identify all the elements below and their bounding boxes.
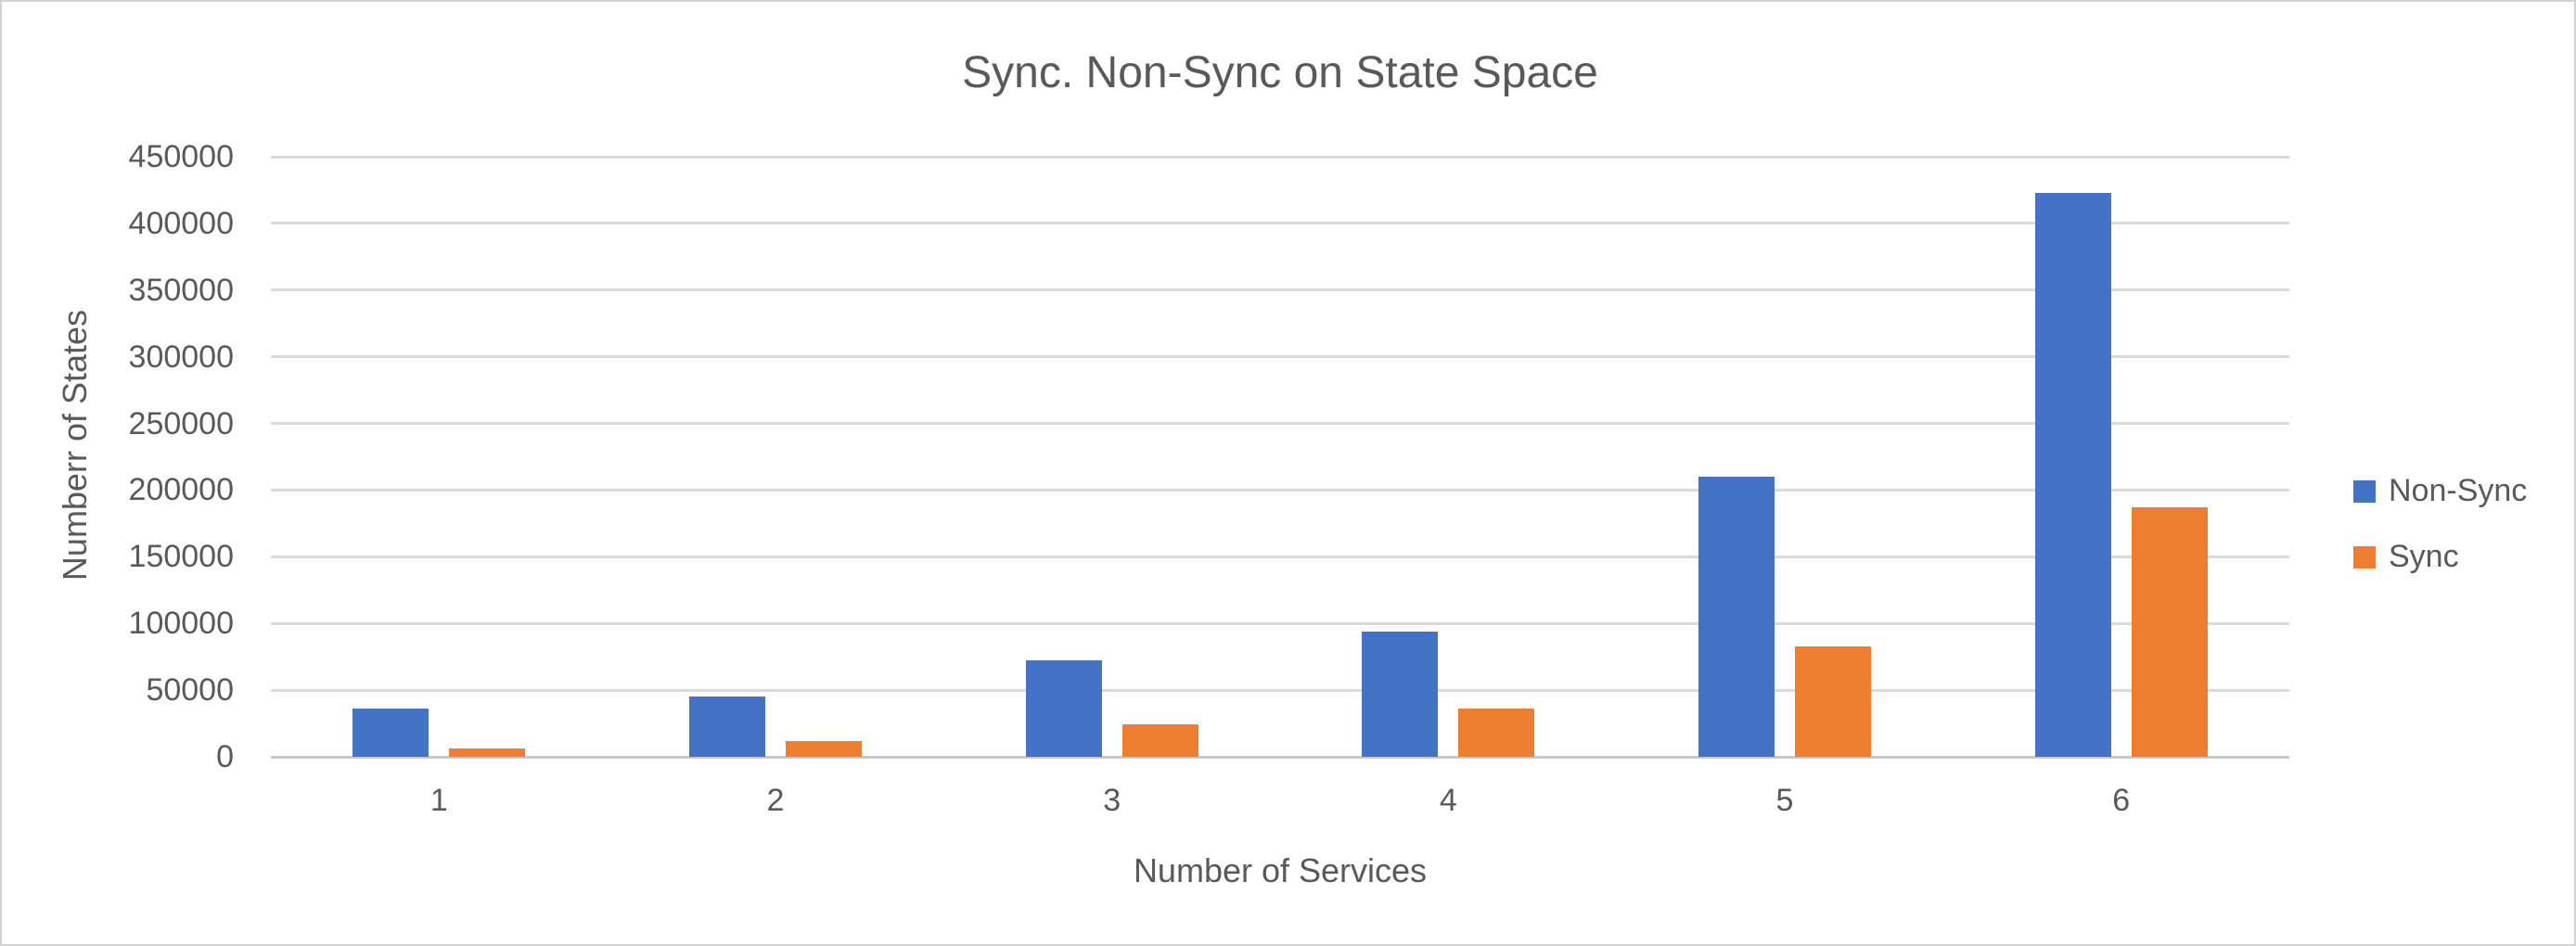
bar-non-sync-4 — [1362, 631, 1439, 757]
bar-sync-5 — [1795, 646, 1871, 757]
x-tick-label: 4 — [1439, 783, 1457, 818]
legend-swatch-non-sync — [2353, 479, 2376, 503]
x-tick-label: 1 — [429, 783, 448, 818]
bar-sync-6 — [2131, 507, 2208, 757]
gridline — [271, 155, 2289, 159]
y-tick-label: 0 — [216, 739, 234, 774]
gridline — [271, 621, 2289, 625]
bar-non-sync-6 — [2034, 192, 2111, 757]
bar-non-sync-1 — [352, 708, 429, 757]
x-axis-baseline — [271, 755, 2289, 759]
x-tick-label: 2 — [766, 783, 785, 818]
bar-sync-1 — [449, 748, 526, 757]
y-axis-title-text: Numberr of States — [56, 309, 94, 582]
y-tick-label: 300000 — [128, 339, 234, 375]
bar-sync-3 — [1121, 724, 1198, 757]
y-tick-label: 400000 — [128, 205, 234, 241]
x-tick-label: 3 — [1103, 783, 1121, 818]
y-tick-label: 100000 — [128, 606, 234, 642]
legend-label-sync: Sync — [2389, 539, 2459, 574]
bar-non-sync-2 — [689, 696, 765, 757]
gridline — [271, 222, 2289, 225]
x-tick-label: 5 — [1775, 783, 1794, 818]
chart-title: Sync. Non-Sync on State Space — [962, 48, 1598, 97]
gridline — [271, 355, 2289, 359]
legend-item-non-sync: Non-Sync — [2353, 473, 2527, 509]
gridline — [271, 555, 2289, 558]
x-axis-title: Number of Services — [1133, 851, 1428, 889]
legend-item-sync: Sync — [2353, 539, 2527, 575]
legend-swatch-sync — [2353, 545, 2376, 569]
y-tick-label: 150000 — [128, 539, 234, 575]
bar-sync-2 — [786, 741, 862, 757]
x-tick-label: 6 — [2112, 783, 2131, 818]
y-tick-label: 250000 — [128, 405, 234, 441]
y-tick-label: 350000 — [128, 272, 234, 308]
y-tick-label: 50000 — [146, 672, 234, 709]
gridline — [271, 288, 2289, 292]
gridline — [271, 422, 2289, 426]
gridline — [271, 688, 2289, 692]
y-tick-label: 200000 — [128, 472, 234, 508]
bar-sync-4 — [1458, 708, 1535, 757]
bar-non-sync-5 — [1698, 477, 1775, 757]
legend: Non-Sync Sync — [2353, 473, 2527, 605]
legend-label-non-sync: Non-Sync — [2389, 473, 2528, 508]
bar-non-sync-3 — [1025, 660, 1102, 757]
gridline — [271, 488, 2289, 492]
y-tick-label: 450000 — [128, 139, 234, 174]
